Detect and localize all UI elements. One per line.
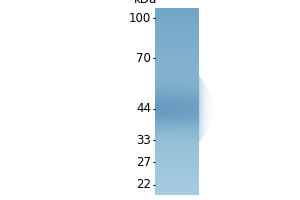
- Text: 70: 70: [136, 51, 151, 64]
- Text: 44: 44: [136, 102, 151, 116]
- Text: 22: 22: [136, 178, 151, 192]
- Text: 33: 33: [136, 134, 151, 146]
- Text: 27: 27: [136, 156, 151, 168]
- Text: kDa: kDa: [134, 0, 157, 6]
- Text: 100: 100: [129, 11, 151, 24]
